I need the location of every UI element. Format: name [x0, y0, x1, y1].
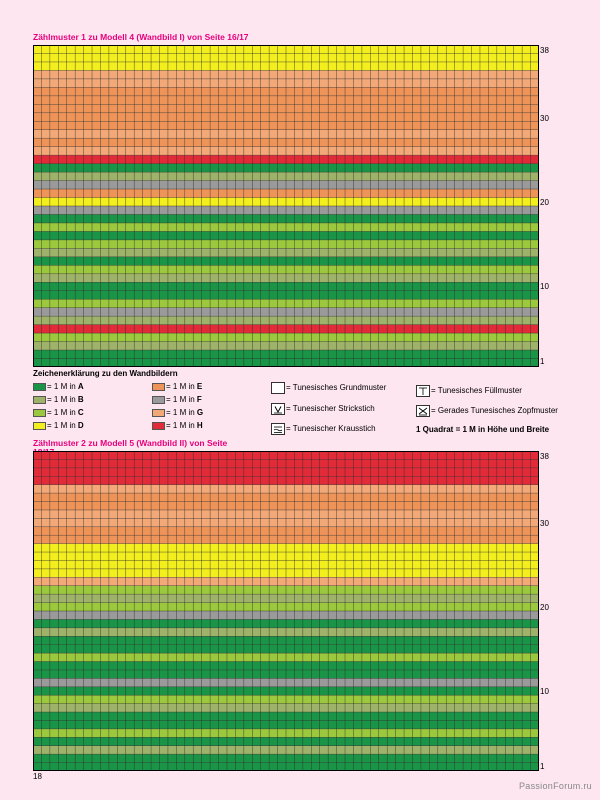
legend-letter: E [196, 382, 203, 391]
chart2-title: Zählmuster 2 zu Modell 5 (Wandbild II) v… [33, 438, 228, 448]
legend-title: Zeichenerklärung zu den Wandbildern [33, 369, 178, 378]
symbol-strickstich: = Tunesischer Strickstich [271, 402, 375, 416]
fuellmuster-icon [416, 384, 430, 397]
legend-text: = 1 M in [47, 421, 78, 430]
legend-text: = 1 M in [47, 395, 78, 404]
grid-border [33, 45, 539, 367]
legend-letter: A [77, 382, 84, 391]
symbol-label: = Tunesischer Krausstich [286, 424, 376, 433]
swatch-e [152, 382, 165, 391]
krausstich-icon [271, 422, 285, 435]
legend-letter: H [196, 421, 203, 430]
swatch-d [33, 421, 46, 430]
grid-scale-note: 1 Quadrat = 1 M in Höhe und Breite [416, 425, 550, 434]
grundmuster-icon [271, 381, 285, 394]
legend-text: = 1 M in [166, 421, 197, 430]
swatch-f [152, 395, 165, 404]
grid-lines [33, 45, 539, 367]
legend-letter: D [77, 421, 84, 430]
legend-text: = 1 M in [47, 408, 78, 417]
zopfmuster-icon [416, 404, 430, 417]
legend-item-b: = 1 M in B [33, 395, 84, 405]
grid-lines [33, 451, 539, 771]
symbol-zopfmuster: = Gerades Tunesisches Zopfmuster [416, 404, 558, 418]
symbol-grundmuster: = Tunesisches Grundmuster [271, 381, 386, 395]
legend-item-d: = 1 M in D [33, 421, 84, 431]
legend-text: = 1 M in [166, 408, 197, 417]
chart2-row-label-38: 38 [540, 452, 549, 461]
legend-item-c: = 1 M in C [33, 408, 84, 418]
legend-letter: G [196, 408, 204, 417]
chart2-grid [33, 451, 539, 771]
legend-text: = 1 M in [47, 382, 78, 391]
chart2-row-label-10: 10 [540, 687, 549, 696]
legend-item-a: = 1 M in A [33, 382, 84, 392]
symbol-label: = Gerades Tunesisches Zopfmuster [431, 406, 558, 415]
chart1-row-label-38: 38 [540, 46, 549, 55]
chart1-row-label-20: 20 [540, 198, 549, 207]
symbol-krausstich: = Tunesischer Krausstich [271, 422, 376, 436]
page-number: 18 [33, 772, 42, 781]
legend-item-e: = 1 M in E [152, 382, 202, 392]
chart1-row-label-30: 30 [540, 114, 549, 123]
legend-letter: F [196, 395, 202, 404]
legend-item-g: = 1 M in G [152, 408, 203, 418]
symbol-label: = Tunesischer Strickstich [286, 404, 375, 413]
symbol-fuellmuster: = Tunesisches Füllmuster [416, 384, 522, 398]
swatch-g [152, 408, 165, 417]
legend-item-h: = 1 M in H [152, 421, 203, 431]
swatch-h [152, 421, 165, 430]
legend-letter: B [77, 395, 84, 404]
legend-item-f: = 1 M in F [152, 395, 202, 405]
chart2-row-label-20: 20 [540, 603, 549, 612]
legend-text: = 1 M in [166, 382, 197, 391]
chart2-row-label-1: 1 [540, 762, 545, 771]
swatch-c [33, 408, 46, 417]
watermark: PassionForum.ru [518, 781, 592, 791]
legend-letter: C [77, 408, 84, 417]
chart2-row-label-30: 30 [540, 519, 549, 528]
strickstich-icon [271, 402, 285, 415]
chart1-row-label-1: 1 [540, 357, 545, 366]
symbol-label: = Tunesisches Füllmuster [431, 386, 522, 395]
chart1-title: Zählmuster 1 zu Modell 4 (Wandbild I) vo… [33, 32, 249, 42]
chart1-grid [33, 45, 539, 367]
swatch-b [33, 395, 46, 404]
chart1-row-label-10: 10 [540, 282, 549, 291]
symbol-label: = Tunesisches Grundmuster [286, 383, 387, 392]
grid-border [33, 451, 539, 771]
legend-text: = 1 M in [166, 395, 197, 404]
swatch-a [33, 382, 46, 391]
